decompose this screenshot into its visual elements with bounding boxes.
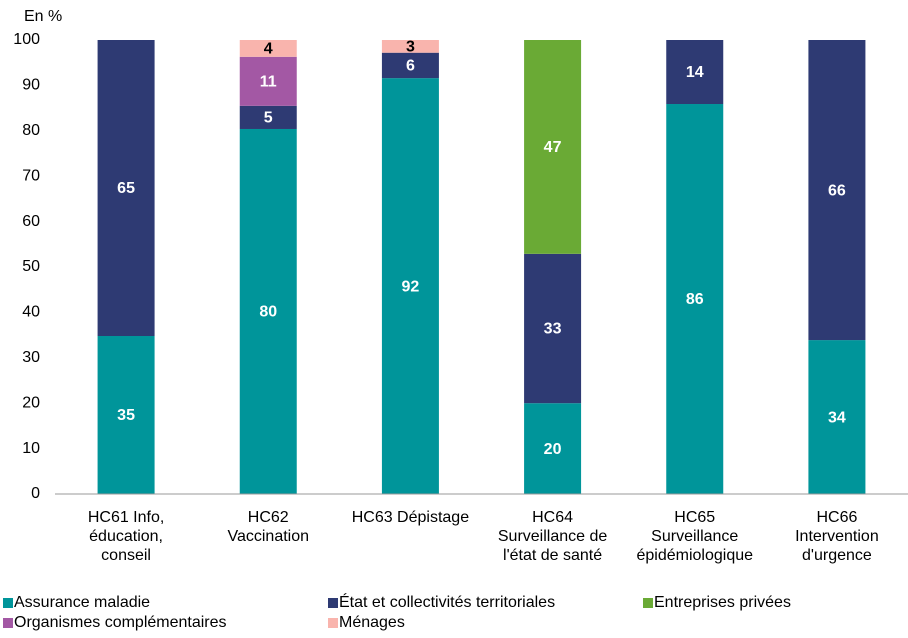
bar-segment — [97, 40, 155, 337]
data-label: 65 — [117, 180, 135, 197]
data-label: 92 — [402, 278, 420, 295]
x-tick-label: HC65 — [674, 509, 715, 526]
data-label: 35 — [117, 407, 135, 424]
y-tick-label: 70 — [22, 167, 40, 184]
y-tick-label: 90 — [22, 77, 40, 94]
bar-segment — [239, 40, 297, 57]
x-tick-label: épidémiologique — [636, 547, 753, 564]
y-tick-label: 50 — [22, 258, 40, 275]
data-label: 86 — [686, 291, 704, 308]
bar-segment — [381, 78, 439, 495]
x-tick-label: Surveillance de — [498, 528, 608, 545]
y-tick-label: 30 — [22, 349, 40, 366]
data-label: 80 — [259, 304, 277, 321]
bar-segment — [524, 253, 582, 404]
x-tick-label: l'état de santé — [503, 547, 602, 564]
data-label: 3 — [406, 39, 415, 56]
y-tick-label: 40 — [22, 304, 40, 321]
data-label: 33 — [544, 321, 562, 338]
legend-label: Entreprises privées — [654, 594, 791, 611]
y-tick-label: 80 — [22, 122, 40, 139]
data-label: 47 — [544, 139, 562, 156]
x-tick-label: éducation, — [89, 528, 163, 545]
x-tick-label: HC63 Dépistage — [352, 509, 470, 526]
bar-segment — [239, 105, 297, 129]
x-tick-label: HC64 — [532, 509, 573, 526]
legend-label: Organismes complémentaires — [14, 614, 227, 631]
legend-swatch — [328, 598, 338, 608]
bar-segment — [239, 56, 297, 106]
y-axis-label: En % — [24, 8, 62, 25]
bar-segment — [808, 40, 866, 341]
legend-label: État et collectivités territoriales — [339, 592, 555, 611]
bar-segment — [381, 52, 439, 79]
y-tick-label: 20 — [22, 394, 40, 411]
x-tick-label: HC61 Info, — [88, 509, 164, 526]
data-label: 6 — [406, 58, 415, 75]
y-tick-label: 100 — [13, 31, 40, 48]
bar-segment — [666, 104, 724, 494]
bar-segment — [524, 403, 582, 494]
bar-segment — [381, 40, 439, 53]
bar-segment — [808, 340, 866, 494]
legend-swatch — [3, 598, 13, 608]
y-tick-label: 10 — [22, 440, 40, 457]
x-tick-label: Vaccination — [227, 528, 309, 545]
x-tick-label: HC66 — [816, 509, 857, 526]
bar-segment — [239, 128, 297, 494]
bar-segment — [97, 336, 155, 494]
x-tick-label: d'urgence — [802, 547, 872, 564]
y-tick-label: 60 — [22, 213, 40, 230]
legend-swatch — [643, 598, 653, 608]
x-tick-label: Intervention — [795, 528, 879, 545]
legend-label: Assurance maladie — [14, 594, 150, 611]
x-tick-label: conseil — [101, 547, 151, 564]
data-label: 66 — [828, 182, 846, 199]
legend-swatch — [3, 618, 13, 628]
data-label: 20 — [544, 441, 562, 458]
x-tick-label: HC62 — [248, 509, 289, 526]
data-label: 34 — [828, 409, 846, 426]
data-label: 11 — [260, 74, 277, 91]
bar-segment — [666, 40, 724, 105]
legend-swatch — [328, 618, 338, 628]
bar-segment — [524, 40, 582, 254]
data-label: 4 — [264, 41, 273, 58]
data-label: 5 — [264, 110, 273, 127]
x-tick-label: Surveillance — [651, 528, 738, 545]
data-label: 14 — [686, 64, 704, 81]
y-tick-label: 0 — [31, 485, 40, 502]
legend-label: Ménages — [339, 614, 405, 631]
